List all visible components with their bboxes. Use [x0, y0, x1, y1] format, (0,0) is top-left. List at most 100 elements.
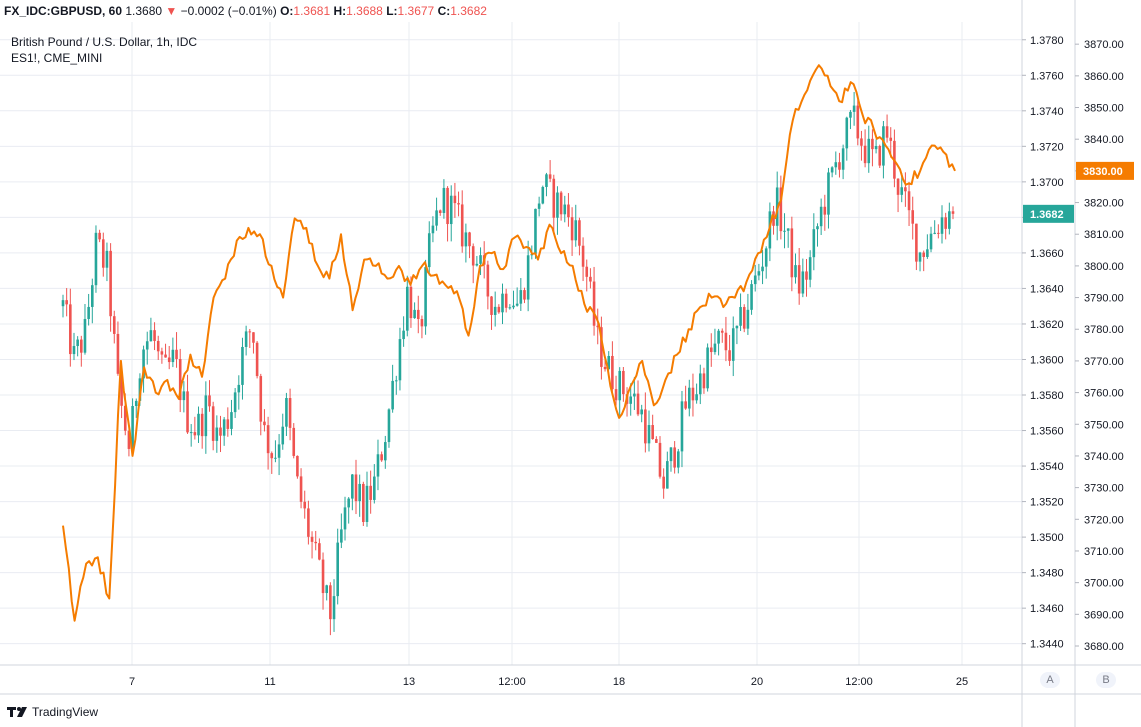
gbpusd-candles: [61, 91, 955, 636]
candle-body: [226, 419, 230, 429]
candle-body: [80, 339, 83, 353]
candle-body: [772, 211, 775, 226]
left-axis-tick-label: 1.3700: [1030, 177, 1064, 189]
candle-body: [211, 406, 215, 441]
es1-price-badge-text: 3830.00: [1083, 166, 1123, 178]
candle-body: [662, 476, 665, 489]
candle-body: [112, 316, 116, 334]
candle-body: [164, 354, 167, 358]
chart-legend-subtitle[interactable]: ES1!, CME_MINI: [11, 51, 103, 65]
candle-body: [318, 543, 321, 560]
candle-body: [65, 300, 68, 305]
candle-body: [189, 432, 193, 434]
candle-body: [731, 328, 735, 361]
candle-body: [552, 178, 556, 218]
right-axis-tick-label: 3780.00: [1084, 324, 1124, 336]
candle-body: [215, 427, 219, 441]
candle-body: [801, 271, 805, 294]
candle-body: [197, 413, 200, 436]
candle-body: [918, 252, 922, 262]
right-axis-tick-label: 3750.00: [1084, 419, 1124, 431]
candle-body: [321, 559, 325, 594]
candle-body: [493, 306, 497, 315]
right-axis-tick-label: 3800.00: [1084, 261, 1124, 273]
right-axis-tick-label: 3770.00: [1084, 356, 1124, 368]
symbol-name[interactable]: FX_IDC:GBPUSD, 60: [4, 4, 123, 18]
candle-body: [182, 391, 186, 401]
candle-body: [746, 309, 750, 329]
candle-body: [596, 325, 600, 328]
tradingview-logo[interactable]: TradingView: [6, 705, 98, 719]
candle-body: [537, 203, 541, 209]
es1-line-series: [62, 64, 956, 622]
candle-body: [471, 246, 475, 266]
candle-body: [402, 330, 405, 340]
left-axis-tick-label: 1.3480: [1030, 568, 1064, 580]
candle-body: [91, 285, 94, 307]
candle-body: [200, 413, 204, 437]
axis-auto-button-a[interactable]: A: [1040, 672, 1060, 688]
candle-body: [805, 271, 808, 280]
candle-body: [222, 419, 226, 436]
candle-body: [794, 265, 797, 278]
candle-body: [889, 137, 893, 141]
axis-auto-button-b[interactable]: B: [1096, 672, 1116, 688]
candle-body: [369, 485, 372, 500]
candle-body: [424, 267, 427, 327]
candle-body: [618, 370, 622, 401]
candle-body: [376, 454, 380, 477]
close-value: 1.3682: [450, 4, 487, 18]
candle-body: [761, 266, 764, 272]
candle-body: [460, 204, 464, 247]
candle-body: [109, 250, 112, 317]
candle-body: [416, 309, 420, 320]
candle-body: [336, 542, 339, 597]
tradingview-icon: [7, 707, 27, 717]
candle-body: [468, 232, 471, 247]
candle-body: [237, 384, 241, 393]
candle-body: [409, 286, 413, 319]
candle-body: [446, 187, 449, 225]
candle-body: [750, 284, 753, 310]
candle-body: [266, 425, 270, 454]
candle-body: [285, 398, 288, 427]
candle-body: [438, 210, 442, 213]
left-axis-tick-label: 1.3640: [1030, 283, 1064, 295]
candle-body: [120, 373, 123, 406]
candle-body: [607, 355, 611, 370]
price-change: −0.0002 (−0.01%): [180, 4, 277, 18]
candle-body: [691, 387, 695, 401]
candle-body: [486, 264, 490, 297]
right-axis-tick-label: 3740.00: [1084, 451, 1124, 463]
candle-body: [101, 239, 105, 268]
candle-body: [508, 307, 512, 309]
candle-body: [475, 263, 479, 266]
candle-body: [61, 300, 65, 307]
candle-body: [640, 409, 643, 415]
candle-body: [687, 387, 691, 409]
candle-body: [127, 430, 131, 449]
candle-body: [149, 330, 153, 342]
candle-body: [442, 187, 446, 213]
x-axis-tick-label: 12:00: [498, 676, 526, 688]
x-axis-tick-label: 18: [613, 676, 625, 688]
candle-body: [611, 355, 614, 390]
candle-body: [717, 330, 720, 344]
candle-body: [208, 395, 211, 407]
x-axis-tick-label: 25: [956, 676, 968, 688]
candle-body: [951, 211, 955, 214]
candle-body: [882, 126, 885, 166]
candle-body: [69, 304, 72, 355]
left-axis-tick-label: 1.3500: [1030, 532, 1064, 544]
right-axis-tick-label: 3840.00: [1084, 134, 1124, 146]
left-axis-tick-label: 1.3620: [1030, 319, 1064, 331]
x-axis-tick-label: 11: [264, 676, 275, 688]
chart-legend-title[interactable]: British Pound / U.S. Dollar, 1h, IDC: [11, 35, 198, 49]
left-axis-tick-label: 1.3520: [1030, 497, 1064, 509]
candle-body: [263, 421, 266, 426]
left-axis-tick-label: 1.3780: [1030, 35, 1064, 47]
candle-body: [340, 529, 343, 543]
candle-body: [156, 340, 160, 352]
